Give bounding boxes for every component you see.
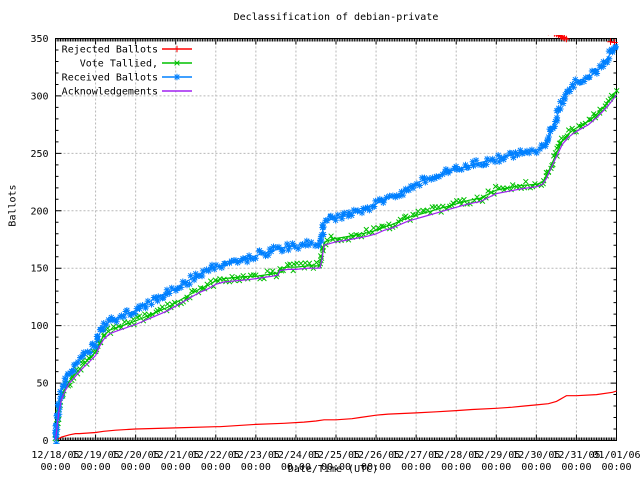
x-tick-label-time: 00:00 xyxy=(40,462,70,473)
x-tick-label-date: 12/20/05 xyxy=(112,450,160,461)
legend-item-acknowledgements: Acknowledgements xyxy=(62,87,192,98)
series-rejected-ballots xyxy=(55,35,618,442)
legend-item-rejected-ballots: Rejected Ballots xyxy=(62,45,192,56)
x-tick-label-time: 00:00 xyxy=(81,462,111,473)
legend-label: Rejected Ballots xyxy=(62,45,158,56)
x-tick-label-date: 01/01/06 xyxy=(592,450,640,461)
series-acknowledgements xyxy=(54,94,617,441)
legend-item-vote-tallied: Vote Tallied, xyxy=(80,59,192,70)
legend-marker-star-icon xyxy=(173,73,181,81)
x-tick-label-date: 12/25/05 xyxy=(312,450,360,461)
series-line-rejected-ballots xyxy=(55,390,617,442)
y-tick-label: 50 xyxy=(36,379,48,390)
legend: Rejected Ballots Vote Tallied, Received Ba… xyxy=(62,45,192,98)
x-tick-label-date: 12/28/05 xyxy=(432,450,480,461)
x-tick-label-date: 12/18/05 xyxy=(31,450,79,461)
x-tick-label-time: 00:00 xyxy=(401,462,431,473)
y-tick-label: 100 xyxy=(30,321,48,332)
legend-label: Acknowledgements xyxy=(62,87,158,98)
y-tick-label: 350 xyxy=(30,34,48,45)
legend-marker-plus-icon xyxy=(173,45,181,53)
x-tick-label-time: 00:00 xyxy=(241,462,271,473)
x-tick-label-date: 12/21/05 xyxy=(152,450,200,461)
x-tick-label-date: 12/30/05 xyxy=(512,450,560,461)
x-tick-label-time: 00:00 xyxy=(161,462,191,473)
y-tick-label: 300 xyxy=(30,91,48,102)
x-tick-label-time: 00:00 xyxy=(441,462,471,473)
x-tick-label-date: 12/23/05 xyxy=(232,450,280,461)
y-tick-label: 250 xyxy=(30,149,48,160)
series-received-ballots xyxy=(52,43,619,444)
y-axis-label: Ballots xyxy=(7,184,19,227)
chart-title: Declassification of debian-private xyxy=(233,12,439,23)
x-tick-label-time: 00:00 xyxy=(321,462,351,473)
x-tick-label-time: 00:00 xyxy=(521,462,551,473)
series-markers-received-ballots xyxy=(52,43,619,444)
series-vote-tallied xyxy=(52,87,620,443)
x-tick-label-time: 00:00 xyxy=(121,462,151,473)
x-tick-label-time: 00:00 xyxy=(561,462,591,473)
x-tick-label-time: 00:00 xyxy=(361,462,391,473)
series-markers-vote-tallied xyxy=(52,87,620,443)
x-tick-label-date: 12/31/05 xyxy=(552,450,600,461)
y-tick-label: 0 xyxy=(42,436,48,447)
x-tick-label-date: 12/26/05 xyxy=(352,450,400,461)
series-line-acknowledgements xyxy=(54,94,617,441)
x-tick-label-time: 00:00 xyxy=(281,462,311,473)
y-tick-label: 200 xyxy=(30,206,48,217)
legend-label: Vote Tallied, xyxy=(80,59,158,70)
x-tick-label-date: 12/19/05 xyxy=(71,450,119,461)
y-tick-label: 150 xyxy=(30,264,48,275)
x-tick-label-date: 12/27/05 xyxy=(392,450,440,461)
legend-marker-cross-icon xyxy=(174,60,180,66)
x-tick-label-time: 00:00 xyxy=(201,462,231,473)
x-tick-label-time: 00:00 xyxy=(601,462,631,473)
x-tick-label-date: 12/22/05 xyxy=(192,450,240,461)
legend-label: Received Ballots xyxy=(62,73,158,84)
x-tick-label-date: 12/29/05 xyxy=(472,450,520,461)
series-markers-rejected-ballots xyxy=(547,35,618,46)
x-axis-label: Date/Time (UTC) xyxy=(287,464,379,475)
tick-labels: 05010015020025030035012/18/0500:0012/19/… xyxy=(30,34,640,473)
x-tick-label-date: 12/24/05 xyxy=(272,450,320,461)
x-tick-label-time: 00:00 xyxy=(481,462,511,473)
legend-item-received-ballots: Received Ballots xyxy=(62,73,192,84)
